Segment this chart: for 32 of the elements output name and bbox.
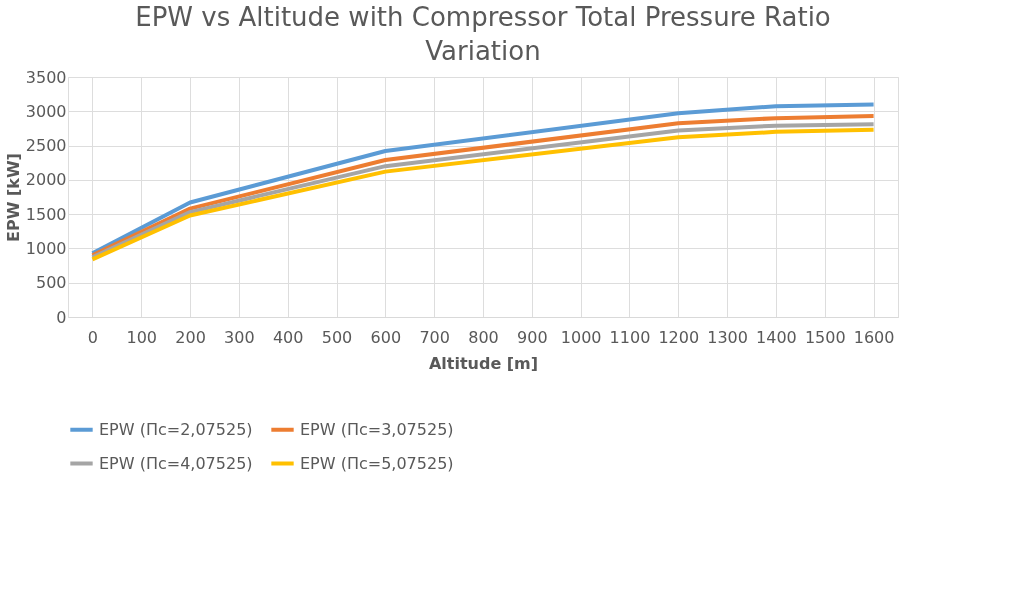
y-tick-label: 3500 (25, 67, 67, 87)
legend-label: EPW (Пc=4,07525) (99, 453, 253, 473)
x-axis-title: Altitude [m] (428, 353, 539, 373)
legend-label: EPW (Пc=3,07525) (300, 419, 454, 439)
chart-title: EPW vs Altitude with Compressor Total Pressure Ratio Variation (135, 2, 831, 66)
x-tick-label: 1200 (658, 327, 700, 347)
y-tick-label: 3000 (25, 101, 67, 121)
x-tick-label: 400 (272, 327, 304, 347)
y-tick-label: 1500 (25, 204, 67, 224)
y-tick-label: 2000 (25, 170, 67, 190)
y-tick-label: 2500 (25, 136, 67, 156)
x-tick-label: 500 (321, 327, 353, 347)
x-tick-label: 300 (224, 327, 255, 347)
y-tick-label: 500 (35, 273, 67, 293)
x-tick-label: 1100 (609, 327, 651, 347)
x-tick-label: 800 (468, 327, 499, 347)
legend-label: EPW (Пc=2,07525) (99, 419, 253, 439)
y-axis-title: EPW [kW] (3, 153, 23, 242)
x-tick-label: 0 (87, 327, 99, 347)
x-tick-label: 1600 (853, 327, 895, 347)
x-tick-label: 200 (175, 327, 206, 347)
x-tick-label: 900 (517, 327, 548, 347)
y-tick-label: 1000 (25, 238, 67, 258)
x-tick-label: 600 (370, 327, 402, 347)
x-tick-label: 1500 (804, 327, 846, 347)
legend-label: EPW (Пc=5,07525) (300, 453, 454, 473)
x-tick-label: 100 (126, 327, 158, 347)
x-tick-label: 700 (419, 327, 450, 347)
y-tick-label: 0 (56, 307, 67, 327)
x-tick-label: 1400 (756, 327, 797, 347)
x-tick-label: 1000 (560, 327, 602, 347)
x-tick-label: 1300 (707, 327, 748, 347)
